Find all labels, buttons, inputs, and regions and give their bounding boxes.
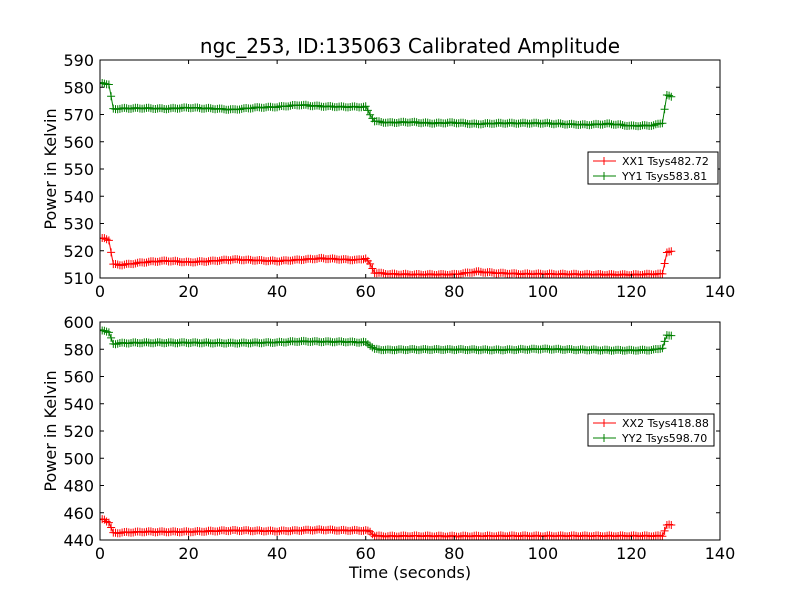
legend-swatch-marker bbox=[600, 157, 608, 165]
legend-label: YY1 Tsys583.81 bbox=[621, 170, 707, 183]
y-tick-label: 560 bbox=[63, 133, 94, 152]
y-axis-label: Power in Kelvin bbox=[41, 370, 60, 491]
legend-item: YY1 Tsys583.81 bbox=[593, 170, 707, 183]
series-xx-group bbox=[100, 234, 676, 278]
y-tick-label: 510 bbox=[63, 269, 94, 288]
data-point-marker bbox=[660, 337, 669, 346]
data-point-marker bbox=[104, 236, 113, 245]
x-tick-label: 100 bbox=[528, 282, 559, 301]
y-axis-label: Power in Kelvin bbox=[41, 108, 60, 229]
data-point-marker bbox=[667, 92, 676, 101]
x-tick-label: 140 bbox=[705, 544, 736, 563]
legend: XX1 Tsys482.72 YY1 Tsys583.81 bbox=[587, 151, 719, 185]
data-point-marker bbox=[107, 92, 116, 101]
x-tick-label: 60 bbox=[356, 544, 376, 563]
y-tick-label: 540 bbox=[63, 395, 94, 414]
x-tick-label: 120 bbox=[616, 544, 647, 563]
data-point-marker bbox=[361, 102, 370, 111]
data-point-marker bbox=[363, 106, 372, 115]
x-tick-label: 80 bbox=[444, 282, 464, 301]
data-point-marker bbox=[104, 328, 113, 337]
chart-title: ngc_253, ID:135063 Calibrated Amplitude bbox=[200, 34, 620, 58]
top-subplot: 0 20 40 60 80 100 120 140 510 520 530 540 550 560 570 5… bbox=[41, 51, 735, 301]
y-tick-label: 520 bbox=[63, 242, 94, 261]
legend-item: YY2 Tsys598.70 bbox=[593, 432, 707, 445]
y-tick-label: 580 bbox=[63, 78, 94, 97]
legend-swatch-marker bbox=[600, 434, 608, 442]
x-axis-label: Time (seconds) bbox=[348, 563, 471, 582]
data-point-marker bbox=[658, 269, 667, 278]
bottom-subplot: 0 20 40 60 80 100 120 140 440 460 480 500 520 540 560 5… bbox=[41, 313, 735, 563]
x-tick-label: 140 bbox=[705, 282, 736, 301]
y-tick-label: 570 bbox=[63, 106, 94, 125]
x-tick-label: 40 bbox=[267, 282, 287, 301]
data-point-marker bbox=[667, 521, 676, 529]
y-tick-label: 440 bbox=[63, 531, 94, 550]
data-point-marker bbox=[366, 259, 375, 268]
x-tick-label: 0 bbox=[95, 544, 105, 563]
legend-item: XX2 Tsys418.88 bbox=[593, 417, 709, 430]
legend-swatch-marker bbox=[600, 419, 608, 427]
data-point-marker bbox=[104, 518, 113, 527]
legend-item: XX1 Tsys482.72 bbox=[593, 155, 709, 168]
data-point-marker bbox=[658, 532, 667, 540]
data-point-marker bbox=[104, 80, 113, 89]
data-point-marker bbox=[107, 523, 116, 532]
data-point-marker bbox=[667, 331, 676, 340]
y-tick-label: 560 bbox=[63, 368, 94, 387]
legend-label: YY2 Tsys598.70 bbox=[621, 432, 707, 445]
series-xx-group bbox=[100, 515, 676, 540]
y-tick-label: 460 bbox=[63, 504, 94, 523]
x-tick-label: 80 bbox=[444, 544, 464, 563]
y-tick-label: 600 bbox=[63, 313, 94, 332]
y-tick-label: 550 bbox=[63, 160, 94, 179]
legend-box bbox=[587, 151, 719, 185]
x-tick-label: 100 bbox=[528, 544, 559, 563]
x-tick-label: 40 bbox=[267, 544, 287, 563]
y-tick-label: 500 bbox=[63, 449, 94, 468]
y-tick-label: 540 bbox=[63, 187, 94, 206]
y-tick-label: 480 bbox=[63, 477, 94, 496]
y-tick-label: 520 bbox=[63, 422, 94, 441]
x-tick-label: 120 bbox=[616, 282, 647, 301]
y-tick-label: 580 bbox=[63, 340, 94, 359]
x-tick-label: 20 bbox=[178, 544, 198, 563]
series-yy-group bbox=[100, 325, 676, 355]
data-point-marker bbox=[107, 333, 116, 342]
legend-label: XX2 Tsys418.88 bbox=[622, 417, 709, 430]
data-point-marker bbox=[658, 119, 667, 128]
data-point-marker bbox=[368, 264, 377, 273]
data-point-marker bbox=[658, 344, 667, 353]
data-point-marker bbox=[107, 248, 116, 257]
x-tick-label: 60 bbox=[356, 282, 376, 301]
data-point-marker bbox=[667, 247, 676, 256]
data-point-marker bbox=[660, 105, 669, 114]
legend-swatch-marker bbox=[600, 172, 608, 180]
legend-label: XX1 Tsys482.72 bbox=[622, 155, 709, 168]
x-tick-label: 20 bbox=[178, 282, 198, 301]
y-tick-label: 590 bbox=[63, 51, 94, 70]
data-point-marker bbox=[660, 259, 669, 268]
data-point-marker bbox=[660, 526, 669, 535]
x-tick-label: 0 bbox=[95, 282, 105, 301]
series-yy-group bbox=[100, 78, 676, 131]
y-tick-label: 530 bbox=[63, 215, 94, 234]
legend: XX2 Tsys418.88 YY2 Tsys598.70 bbox=[587, 413, 715, 447]
legend-box bbox=[587, 413, 715, 447]
